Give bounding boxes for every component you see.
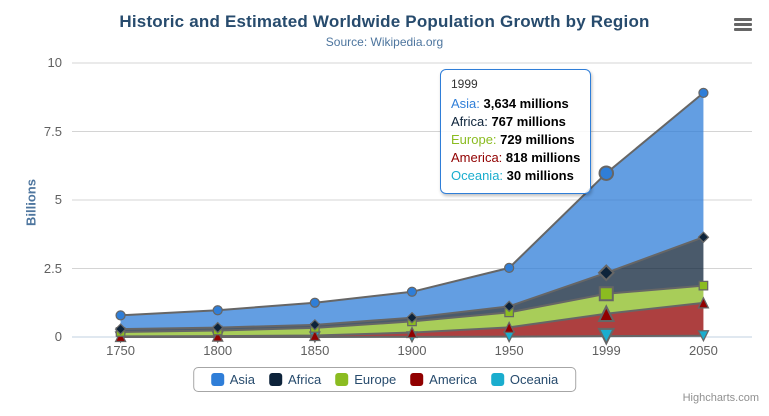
marker-africa-1800[interactable] xyxy=(211,321,224,334)
legend-label: Asia xyxy=(229,372,256,387)
legend-symbol-europe xyxy=(335,373,349,386)
tooltip: 1999 Asia: 3,634 millions Africa: 767 mil… xyxy=(440,69,592,194)
marker-asia-1900[interactable] xyxy=(406,286,418,297)
legend-item-america[interactable]: America xyxy=(410,372,477,387)
tooltip-series-value: 729 millions xyxy=(496,132,575,147)
marker-europe-1999[interactable] xyxy=(598,286,614,302)
tooltip-rows: Asia: 3,634 millions Africa: 767 millions… xyxy=(451,95,580,185)
tooltip-series-value: 767 millions xyxy=(487,114,566,129)
marker-asia-2050[interactable] xyxy=(698,87,709,99)
marker-america-1850[interactable] xyxy=(308,329,321,342)
x-axis-label-1999: 1999 xyxy=(591,343,621,358)
tooltip-row-america: America: 818 millions xyxy=(451,149,580,167)
tooltip-series-value: 3,634 millions xyxy=(479,96,569,111)
x-axis-label-1900: 1900 xyxy=(397,343,427,358)
y-axis-label-0: 0 xyxy=(54,329,62,344)
marker-america-2050[interactable] xyxy=(697,296,710,309)
x-axis-label-1750: 1750 xyxy=(106,343,136,358)
tooltip-series-name: Oceania: xyxy=(451,168,504,183)
marker-america-1800[interactable] xyxy=(211,329,224,342)
y-axis-label-5: 5 xyxy=(54,192,62,207)
tooltip-series-name: Europe: xyxy=(451,132,497,147)
area-africa[interactable] xyxy=(120,237,704,332)
hamburger-icon xyxy=(733,17,753,31)
marker-america-1900[interactable] xyxy=(405,326,419,339)
legend-symbol-asia xyxy=(210,373,224,386)
legend-item-europe[interactable]: Europe xyxy=(335,372,396,387)
marker-africa-1999[interactable] xyxy=(597,264,615,282)
legend-symbol-africa xyxy=(269,373,283,386)
chart-subtitle: Source: Wikipedia.org xyxy=(325,35,444,49)
tooltip-series-name: America: xyxy=(451,150,503,165)
y-axis-label-10: 10 xyxy=(47,55,62,70)
tooltip-row-oceania: Oceania: 30 millions xyxy=(451,167,580,185)
legend-label: America xyxy=(429,372,477,387)
tooltip-row-asia: Asia: 3,634 millions xyxy=(451,95,580,113)
tooltip-series-value: 818 millions xyxy=(502,150,581,165)
x-axis-label-1800: 1800 xyxy=(203,343,233,358)
legend-symbol-oceania xyxy=(490,373,504,386)
export-menu-button[interactable] xyxy=(731,15,755,35)
tooltip-series-name: Asia: xyxy=(451,96,480,111)
marker-america-1950[interactable] xyxy=(503,320,516,333)
x-axis-label-1850: 1850 xyxy=(300,343,330,358)
legend-label: Africa xyxy=(288,372,322,387)
tooltip-row-europe: Europe: 729 millions xyxy=(451,131,580,149)
marker-africa-2050[interactable] xyxy=(697,231,710,244)
marker-asia-1999[interactable] xyxy=(598,165,615,181)
marker-asia-1750[interactable] xyxy=(115,310,126,321)
tooltip-row-africa: Africa: 767 millions xyxy=(451,113,580,131)
x-axis-label-1950: 1950 xyxy=(494,343,524,358)
credits-link[interactable]: Highcharts.com xyxy=(682,392,759,404)
marker-oceania-2050[interactable] xyxy=(697,330,710,343)
marker-africa-1900[interactable] xyxy=(406,311,418,324)
marker-europe-2050[interactable] xyxy=(698,280,709,291)
legend-label: Europe xyxy=(354,372,397,387)
marker-america-1999[interactable] xyxy=(597,304,616,323)
y-axis-label-7.5: 7.5 xyxy=(43,123,62,139)
legend-item-asia[interactable]: Asia xyxy=(210,372,256,387)
chart-title: Historic and Estimated Worldwide Populat… xyxy=(119,12,650,31)
tooltip-header: 1999 xyxy=(451,77,478,91)
y-axis-label-2.5: 2.5 xyxy=(43,260,62,276)
marker-africa-1850[interactable] xyxy=(308,318,321,331)
marker-africa-1750[interactable] xyxy=(114,323,127,335)
tooltip-series-name: Africa: xyxy=(451,114,488,129)
marker-asia-1800[interactable] xyxy=(212,305,223,316)
marker-asia-1850[interactable] xyxy=(309,297,320,308)
legend-item-oceania[interactable]: Oceania xyxy=(490,372,559,387)
legend: Asia Africa Europe America Oceania xyxy=(192,367,577,392)
area-asia[interactable] xyxy=(120,92,704,330)
legend-label: Oceania xyxy=(509,372,559,387)
tooltip-series-value: 30 millions xyxy=(503,168,574,183)
marker-oceania-1999[interactable] xyxy=(597,327,616,346)
marker-africa-1950[interactable] xyxy=(503,300,516,313)
legend-symbol-america xyxy=(410,373,424,386)
marker-asia-1950[interactable] xyxy=(504,262,515,274)
area-america[interactable] xyxy=(120,302,704,337)
x-axis-label-2050: 2050 xyxy=(688,343,718,358)
legend-item-africa[interactable]: Africa xyxy=(269,372,321,387)
